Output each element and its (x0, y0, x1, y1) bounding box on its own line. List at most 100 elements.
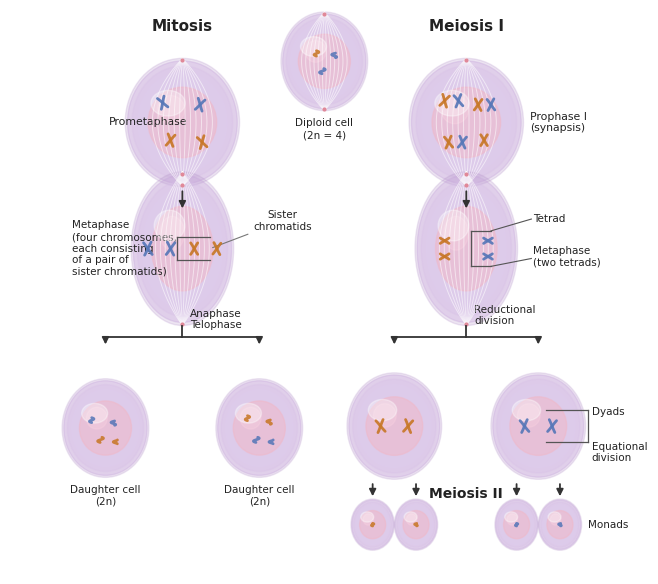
Ellipse shape (443, 216, 468, 250)
Ellipse shape (517, 404, 540, 427)
Ellipse shape (435, 91, 469, 116)
Text: Anaphase
Telophase: Anaphase Telophase (190, 309, 242, 331)
Ellipse shape (62, 379, 149, 477)
Ellipse shape (160, 216, 184, 250)
Ellipse shape (352, 500, 393, 550)
Ellipse shape (356, 505, 390, 545)
Ellipse shape (305, 41, 326, 62)
Ellipse shape (128, 61, 238, 184)
Text: Dyads: Dyads (592, 407, 624, 418)
Ellipse shape (240, 408, 261, 429)
Ellipse shape (543, 505, 577, 545)
Ellipse shape (499, 505, 534, 545)
Text: Metaphase
(four chromosomes,
each consisting
of a pair of
sister chromatids): Metaphase (four chromosomes, each consis… (72, 220, 177, 277)
Ellipse shape (286, 18, 363, 105)
Ellipse shape (216, 379, 303, 477)
Ellipse shape (125, 58, 240, 186)
Ellipse shape (82, 404, 108, 423)
Ellipse shape (361, 512, 374, 522)
Ellipse shape (86, 408, 107, 429)
Ellipse shape (351, 499, 394, 550)
Ellipse shape (221, 385, 297, 471)
Ellipse shape (416, 66, 517, 179)
Ellipse shape (501, 384, 575, 468)
Ellipse shape (360, 510, 386, 539)
Ellipse shape (436, 206, 497, 291)
Text: Diploid cell
(2n = 4): Diploid cell (2n = 4) (295, 119, 353, 140)
Ellipse shape (422, 72, 511, 172)
Text: Meiosis II: Meiosis II (430, 487, 503, 501)
Ellipse shape (374, 404, 396, 427)
Ellipse shape (142, 189, 222, 308)
Text: Monads: Monads (588, 520, 628, 530)
Text: Daughter cell
(2n): Daughter cell (2n) (224, 485, 295, 507)
Ellipse shape (417, 175, 515, 322)
Ellipse shape (138, 181, 228, 317)
Ellipse shape (409, 58, 524, 186)
Ellipse shape (493, 375, 584, 477)
Ellipse shape (151, 206, 213, 291)
Ellipse shape (353, 379, 436, 473)
Ellipse shape (404, 512, 417, 522)
Ellipse shape (539, 500, 581, 550)
Ellipse shape (148, 87, 216, 158)
Ellipse shape (301, 37, 326, 57)
Ellipse shape (353, 502, 392, 547)
Ellipse shape (407, 514, 417, 525)
Ellipse shape (154, 210, 185, 241)
Text: Daughter cell
(2n): Daughter cell (2n) (70, 485, 141, 507)
Ellipse shape (507, 514, 517, 525)
Text: Reductional
division: Reductional division (474, 305, 536, 326)
Ellipse shape (495, 500, 538, 550)
Ellipse shape (415, 172, 518, 325)
Ellipse shape (67, 385, 143, 471)
Ellipse shape (497, 379, 580, 473)
Ellipse shape (411, 61, 521, 184)
Ellipse shape (132, 66, 233, 179)
Text: Mitosis: Mitosis (152, 19, 213, 34)
Ellipse shape (151, 91, 186, 116)
Ellipse shape (357, 384, 431, 468)
Ellipse shape (538, 499, 582, 550)
Ellipse shape (399, 505, 433, 545)
Ellipse shape (438, 210, 469, 241)
Text: Prophase I
(synapsis): Prophase I (synapsis) (530, 112, 588, 133)
Ellipse shape (426, 189, 506, 308)
Text: Metaphase
(two tetrads): Metaphase (two tetrads) (534, 246, 601, 267)
Ellipse shape (80, 401, 132, 455)
Ellipse shape (512, 399, 541, 420)
Ellipse shape (236, 404, 261, 423)
Ellipse shape (366, 397, 422, 456)
Ellipse shape (432, 87, 501, 158)
Ellipse shape (394, 499, 438, 550)
Ellipse shape (547, 510, 573, 539)
Ellipse shape (133, 175, 232, 322)
Text: Tetrad: Tetrad (534, 214, 566, 224)
Ellipse shape (368, 399, 397, 420)
Text: Meiosis I: Meiosis I (429, 19, 504, 34)
Text: Sister
chromatids: Sister chromatids (213, 210, 312, 248)
Ellipse shape (157, 96, 185, 124)
Ellipse shape (505, 512, 518, 522)
Ellipse shape (421, 181, 511, 317)
Ellipse shape (349, 375, 440, 477)
Ellipse shape (397, 502, 435, 547)
Ellipse shape (226, 390, 293, 467)
Ellipse shape (550, 514, 561, 525)
Text: Equational
division: Equational division (592, 442, 647, 464)
Ellipse shape (510, 397, 567, 456)
Ellipse shape (64, 381, 147, 475)
Ellipse shape (283, 14, 366, 109)
Ellipse shape (72, 390, 139, 467)
Ellipse shape (403, 510, 429, 539)
Ellipse shape (347, 373, 442, 479)
Text: Prometaphase: Prometaphase (109, 117, 187, 127)
Ellipse shape (548, 512, 561, 522)
Ellipse shape (281, 12, 368, 110)
Ellipse shape (218, 381, 301, 475)
Ellipse shape (395, 500, 437, 550)
Ellipse shape (290, 23, 358, 100)
Ellipse shape (363, 514, 374, 525)
Ellipse shape (233, 401, 286, 455)
Ellipse shape (503, 510, 530, 539)
